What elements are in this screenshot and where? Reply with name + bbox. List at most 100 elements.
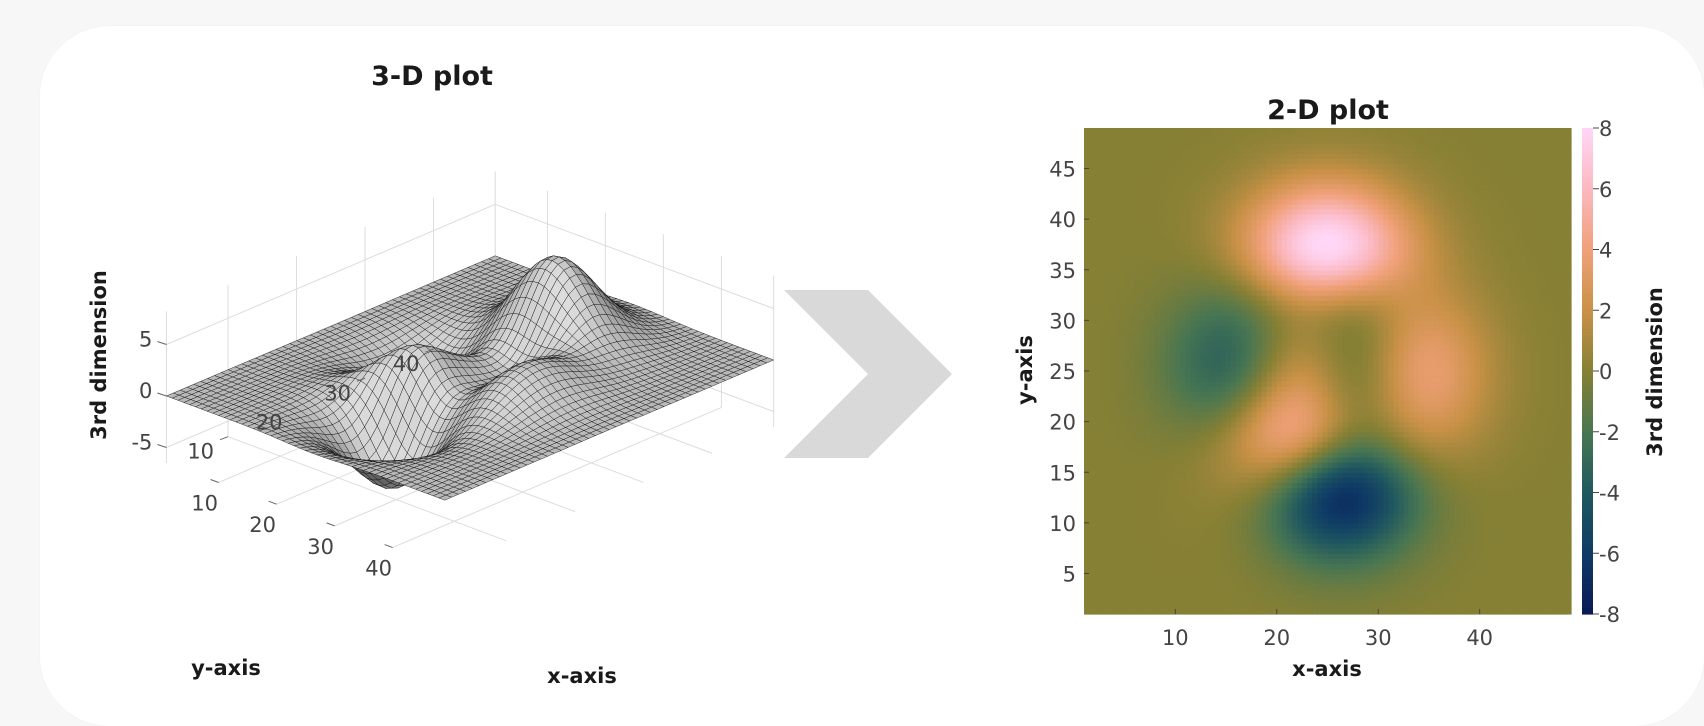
heatmap-cell — [1191, 153, 1197, 159]
heatmap-cell — [1160, 179, 1166, 185]
heatmap-cell — [1191, 295, 1197, 301]
heatmap-cell — [1185, 305, 1191, 311]
heatmap-cell — [1201, 503, 1207, 509]
heatmap-cell — [1150, 250, 1156, 256]
heatmap-cell — [1140, 336, 1146, 342]
heatmap-cell — [1160, 346, 1166, 352]
heatmap-cell — [1145, 457, 1151, 463]
heatmap-cell — [1140, 447, 1146, 453]
heatmap-cell — [1094, 503, 1100, 509]
heatmap-cell — [1109, 427, 1115, 433]
heatmap-cell — [1135, 574, 1141, 580]
heatmap-cell — [1175, 604, 1181, 610]
heatmap-cell — [1180, 386, 1186, 392]
heatmap-cell — [1114, 533, 1120, 539]
heatmap-cell — [1135, 477, 1141, 483]
heatmap-cell — [1175, 579, 1181, 585]
heatmap-cell — [1109, 351, 1115, 357]
heatmap-cell — [1191, 589, 1197, 595]
heatmap-cell — [1125, 513, 1131, 519]
heatmap-cell — [1120, 169, 1126, 175]
heatmap-cell — [1145, 133, 1151, 139]
heatmap-cell — [1145, 290, 1151, 296]
heatmap-cell — [1165, 295, 1171, 301]
heatmap-cell — [1211, 609, 1217, 615]
heatmap-cell — [1216, 477, 1222, 483]
heatmap-cell — [1094, 513, 1100, 519]
heatmap-cell — [1135, 493, 1141, 499]
heatmap-cell — [1165, 513, 1171, 519]
heatmap-cell — [1196, 244, 1202, 250]
heatmap-cell — [1155, 209, 1161, 215]
heatmap-cell — [1145, 604, 1151, 610]
heatmap-cell — [1170, 224, 1176, 230]
heatmap-cell — [1084, 275, 1090, 281]
heatmap-cell — [1099, 351, 1105, 357]
heatmap-cell — [1180, 543, 1186, 549]
heatmap-cell — [1196, 432, 1202, 438]
heatmap-cell — [1084, 219, 1090, 225]
heatmap-cell — [1150, 371, 1156, 377]
heatmap-cell — [1216, 219, 1222, 225]
heatmap-cell — [1089, 315, 1095, 321]
heatmap-cell — [1125, 133, 1131, 139]
heatmap-cell — [1125, 482, 1131, 488]
heatmap-cell — [1211, 467, 1217, 473]
heatmap-cell — [1180, 244, 1186, 250]
heatmap-cell — [1191, 482, 1197, 488]
heatmap-cell — [1145, 346, 1151, 352]
heatmap-cell — [1145, 280, 1151, 286]
heatmap-cell — [1114, 503, 1120, 509]
heatmap-cell — [1114, 493, 1120, 499]
heatmap-cell — [1180, 568, 1186, 574]
heatmap-cell — [1089, 320, 1095, 326]
heatmap-cell — [1196, 579, 1202, 585]
heatmap-cell — [1170, 133, 1176, 139]
heatmap-cell — [1211, 548, 1217, 554]
heatmap-cell — [1160, 442, 1166, 448]
heatmap-cell — [1150, 143, 1156, 149]
heatmap-cell — [1150, 184, 1156, 190]
heatmap-cell — [1165, 594, 1171, 600]
heatmap-cell — [1120, 584, 1126, 590]
heatmap-cell — [1099, 244, 1105, 250]
heatmap-cell — [1099, 422, 1105, 428]
heatmap-cell — [1180, 174, 1186, 180]
heatmap-cell — [1140, 579, 1146, 585]
heatmap-cell — [1196, 412, 1202, 418]
heatmap-cell — [1099, 255, 1105, 261]
heatmap-cell — [1206, 179, 1212, 185]
heatmap-cell — [1099, 295, 1105, 301]
heatmap-cell — [1120, 538, 1126, 544]
heatmap-cell — [1130, 533, 1136, 539]
heatmap-cell — [1196, 290, 1202, 296]
heatmap-cell — [1185, 199, 1191, 205]
heatmap-cell — [1196, 589, 1202, 595]
heatmap-cell — [1221, 477, 1227, 483]
heatmap-cell — [1180, 467, 1186, 473]
heatmap-cell — [1175, 406, 1181, 412]
heatmap-cell — [1201, 290, 1207, 296]
heatmap-cell — [1191, 265, 1197, 271]
heatmap-cell — [1145, 579, 1151, 585]
heatmap-cell — [1120, 244, 1126, 250]
heatmap-cell — [1120, 457, 1126, 463]
heatmap-cell — [1104, 371, 1110, 377]
heatmap-cell — [1135, 204, 1141, 210]
heatmap-cell — [1109, 452, 1115, 458]
heatmap-cell — [1125, 320, 1131, 326]
heatmap-cell — [1109, 574, 1115, 580]
heatmap-cell — [1145, 406, 1151, 412]
heatmap-cell — [1094, 265, 1100, 271]
heatmap-cell — [1170, 498, 1176, 504]
heatmap-cell — [1211, 442, 1217, 448]
heatmap-cell — [1120, 503, 1126, 509]
heatmap-cell — [1165, 250, 1171, 256]
heatmap-cell — [1221, 406, 1227, 412]
heatmap-cell — [1089, 548, 1095, 554]
heatmap-cell — [1140, 452, 1146, 458]
heatmap-cell — [1089, 189, 1095, 195]
heatmap-cell — [1125, 214, 1131, 220]
heatmap-cell — [1140, 412, 1146, 418]
heatmap-cell — [1211, 189, 1217, 195]
